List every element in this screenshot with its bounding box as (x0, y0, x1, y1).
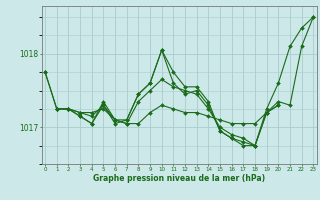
X-axis label: Graphe pression niveau de la mer (hPa): Graphe pression niveau de la mer (hPa) (93, 174, 265, 183)
